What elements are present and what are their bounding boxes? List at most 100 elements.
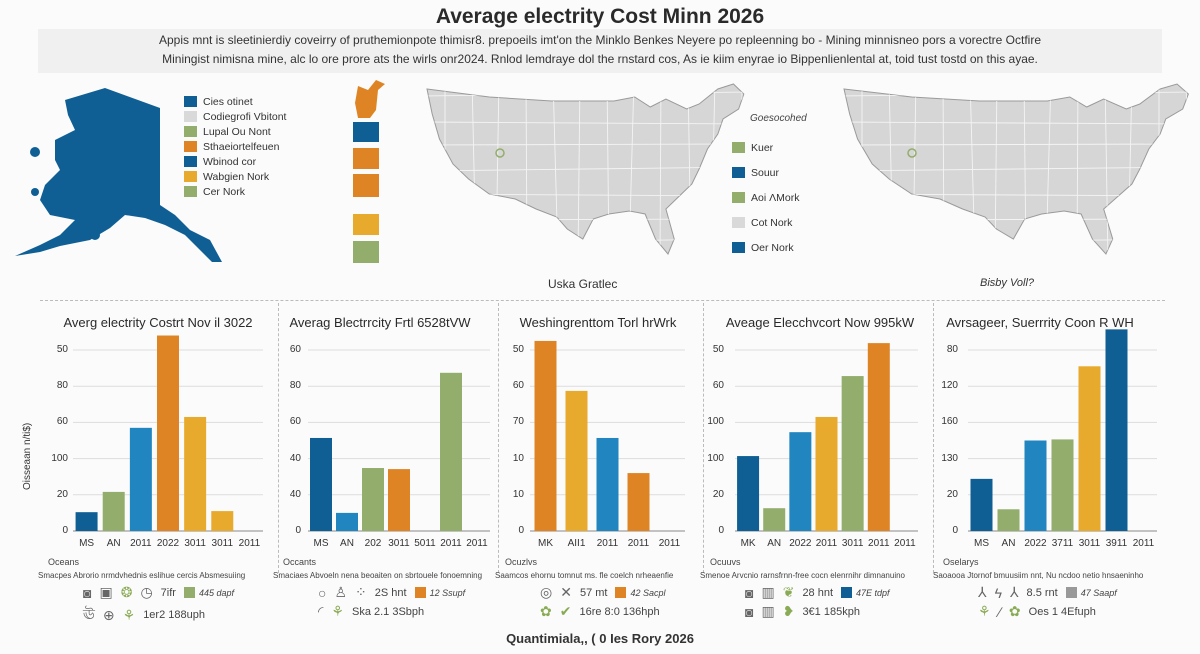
x-tick-label: MS <box>79 538 95 549</box>
y-tick-label: 50 <box>56 344 68 355</box>
footer-caption: Quantimiala,, ( 0 Ies Rory 2026 <box>506 631 694 646</box>
x-tick-label: 5011 <box>414 538 436 549</box>
arc-icon: ◜ <box>318 603 324 619</box>
panel-divider <box>703 303 704 573</box>
legend-title: Goesocohed <box>750 113 807 124</box>
notes-row: ✿ ✔ 16re 8:0 136hph <box>540 603 660 620</box>
chart-title: Averg electrity Costrt Nov il 3022 <box>63 315 253 330</box>
y-tick-label: 10 <box>512 452 524 464</box>
y-tick-label: 80 <box>946 344 958 355</box>
x-tick-label: 3011 <box>1078 538 1101 549</box>
notes-text: Saoaooa Jtornof bmuusiim nnt, Nu ncdoo n… <box>933 571 1144 580</box>
legend-label: Codiegrofi Vbitont <box>203 110 287 123</box>
legend-swatch <box>732 242 745 253</box>
legend-item: Sthaeiortelfeuen <box>184 139 286 154</box>
notes-stat: Ska 2.1 3Sbph <box>351 605 425 618</box>
panel-divider <box>278 303 279 573</box>
y-tick-label: 60 <box>289 416 301 428</box>
panel-divider <box>498 303 499 573</box>
y-tick-label: 10 <box>512 488 524 500</box>
bar <box>388 469 410 531</box>
legend-item: Kuer <box>732 140 799 155</box>
notes-row: ◙ ▥ ❦ 28 hnt 47E tdpf <box>745 584 890 601</box>
chart-title: Aveage Elecchvcort Now 995kW <box>725 315 915 330</box>
tools-icon: ✕ <box>560 584 572 600</box>
x-tick-label: MS <box>974 538 989 549</box>
notes-text: Smenoe Arvcnio rarnsfrnn-free cocn elenr… <box>700 571 905 580</box>
y-tick-label: 0 <box>518 525 524 536</box>
y-tick-label: 100 <box>707 416 724 428</box>
legend-swatch <box>184 171 197 182</box>
notes-badge: 42 Sacpl <box>630 587 666 598</box>
y-tick-label: 50 <box>712 344 724 355</box>
legend-item: Aoi ΛMork <box>732 190 799 205</box>
x-tick-label: 2011 <box>440 538 462 549</box>
x-tick-label: MK <box>740 538 756 549</box>
x-tick-label: AN <box>1001 538 1016 549</box>
y-tick-label: 20 <box>56 488 68 500</box>
legend-item: Wabgien Nork <box>184 169 286 184</box>
y-tick-label: 50 <box>512 344 524 355</box>
plus-circle-icon: ⊕ <box>102 606 115 623</box>
bar <box>737 456 760 531</box>
notes-row: ◙ ▣ ❂ ◷ 7ifr 445 dapf <box>83 584 234 601</box>
bar <box>102 491 125 531</box>
x-tick-label: 2011 <box>658 538 681 549</box>
description-line: Appis mnt is sleetinierdiy coveirry of p… <box>158 33 1042 47</box>
badge-swatch <box>1065 587 1077 598</box>
x-tick-label: AN <box>106 538 121 549</box>
legend-item: Codiegrofi Vbitont <box>184 109 286 124</box>
x-tick-label: MK <box>538 538 553 549</box>
legend-swatch <box>184 156 197 167</box>
bar <box>184 416 207 531</box>
notes-badge: 47 Saapf <box>1080 587 1117 598</box>
flower-icon: ✿ <box>540 603 552 619</box>
wind-turbine-icon: ⅄ <box>1009 584 1019 600</box>
x-tick-label: 2011 <box>238 538 261 549</box>
bar <box>815 416 838 531</box>
x-tick-label: 2011 <box>627 538 650 549</box>
map-legend: Kuer Souur Aoi ΛMork Cot Nork Oer Nork <box>732 140 799 265</box>
bar <box>211 511 234 531</box>
target-icon: ◎ <box>540 584 553 600</box>
bar <box>129 427 152 531</box>
notes-text: Smacpes Abrorio nrmdvhednis eslihue cerc… <box>38 571 246 580</box>
x-tick-label: 2011 <box>815 538 838 549</box>
building-icon: ▥ <box>761 584 775 600</box>
x-tick-label: 2022 <box>1024 538 1047 549</box>
legend-item: Oer Nork <box>732 240 799 255</box>
bar <box>763 508 786 531</box>
y-tick-label: 80 <box>56 380 68 392</box>
y-tick-label: 0 <box>62 525 68 536</box>
bar <box>997 509 1020 531</box>
notes-heading: Ocuuvs <box>710 557 741 567</box>
y-tick-label: 60 <box>512 380 524 392</box>
legend-label: Cies otinet <box>203 95 253 108</box>
notes-stat: 3€1 185kph <box>802 605 860 618</box>
notes-heading: Occants <box>283 557 317 567</box>
bar <box>534 340 557 531</box>
x-tick-label: 2011 <box>596 538 619 549</box>
hands-icon: ঊ <box>83 606 95 622</box>
x-tick-label: 3011 <box>388 538 410 549</box>
bar <box>75 512 98 531</box>
legend-item: Cer Nork <box>184 184 286 199</box>
legend-swatch <box>184 126 197 137</box>
person-icon: ♙ <box>334 584 348 600</box>
notes-stat: 57 mt <box>579 586 608 599</box>
us-map-right <box>843 83 1189 255</box>
legend-item: Lupal Ou Nont <box>184 124 286 139</box>
notes-stat: 16re 8:0 136hph <box>579 605 660 618</box>
legend-swatch <box>732 192 745 203</box>
bar <box>157 335 179 531</box>
legend-label: Kuer <box>751 141 774 154</box>
x-tick-label: AN <box>767 538 782 549</box>
bar <box>627 473 650 531</box>
clock-icon: ◷ <box>140 584 153 600</box>
notes-stat: 28 hnt <box>802 586 834 599</box>
description-line: Miningist nimisna mine, alc lo ore prore… <box>162 52 1038 66</box>
notes-stat: Oes 1 4Efuph <box>1028 605 1096 618</box>
speech-bubble-icon: ◙ <box>83 584 92 601</box>
check-icon: ✔ <box>559 603 572 619</box>
map-label: Bisby Voll? <box>980 277 1035 289</box>
